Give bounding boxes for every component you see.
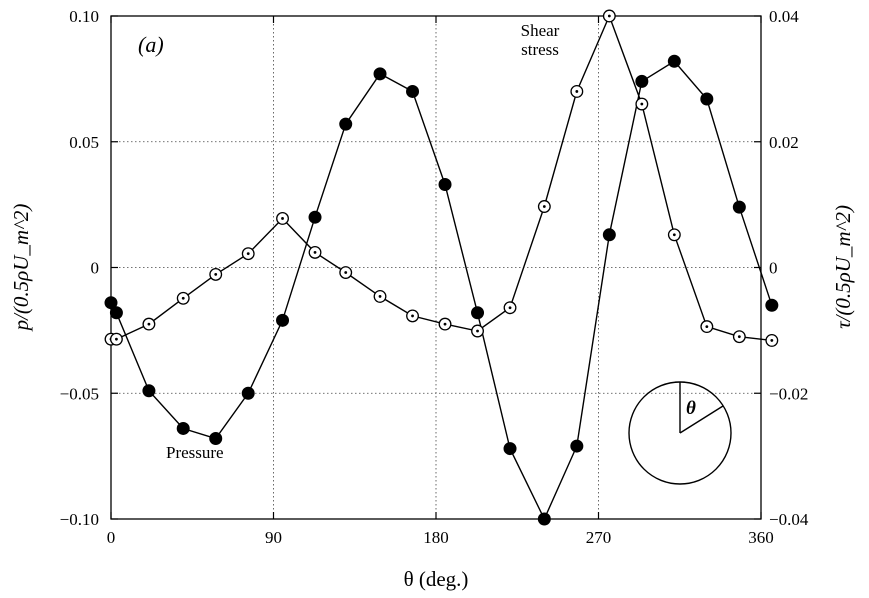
shear-point-center <box>181 296 185 300</box>
x-tick-label: 360 <box>748 528 774 547</box>
panel-label: (a) <box>138 32 164 57</box>
pressure-point <box>667 54 681 68</box>
pressure-point <box>176 421 190 435</box>
inset-angled-radius <box>679 405 724 434</box>
shear-point-center <box>378 295 382 298</box>
cylinder-inset: θ <box>628 381 732 485</box>
shear-point-center <box>344 271 348 274</box>
x-tick-label: 270 <box>586 528 612 547</box>
pressure-series-line <box>110 60 773 521</box>
pressure-point <box>503 442 517 456</box>
shear-point-center <box>640 102 644 106</box>
pressure-point <box>241 386 255 400</box>
shear-point-center <box>737 335 741 339</box>
pressure-point <box>209 432 223 446</box>
x-tick-label: 90 <box>265 528 282 547</box>
y-right-axis-label: τ/(0.5ρU_m^2) <box>831 205 855 329</box>
shear-point-center <box>443 322 447 326</box>
pressure-point <box>537 512 551 526</box>
y-left-tick-label: −0.10 <box>60 510 99 529</box>
pressure-point <box>471 306 485 320</box>
pressure-point <box>765 298 779 312</box>
series-layer <box>104 9 779 526</box>
shear-point-center <box>115 337 118 341</box>
y-right-tick-label: −0.02 <box>769 384 808 403</box>
pressure-point <box>308 210 322 224</box>
shear-point-center <box>575 90 579 93</box>
y-right-tick-label: 0.02 <box>769 133 799 152</box>
shear-point-center <box>214 273 218 276</box>
x-tick-label: 180 <box>423 528 449 547</box>
pressure-point <box>438 178 452 192</box>
pressure-point <box>142 384 156 398</box>
pressure-point <box>602 228 616 242</box>
shear-point-center <box>672 233 676 237</box>
shear-point-center <box>607 14 611 18</box>
shear-series-line <box>111 14 772 342</box>
shear-point-center <box>508 306 512 310</box>
shear-annotation-line2: stress <box>521 40 559 59</box>
y-right-tick-label: −0.04 <box>769 510 809 529</box>
shear-point-center <box>313 251 317 254</box>
shear-point-center <box>705 325 709 329</box>
shear-point-center <box>411 314 414 318</box>
shear-point-center <box>770 339 774 342</box>
pressure-point <box>635 74 649 88</box>
pressure-point <box>276 313 290 327</box>
shear-annotation-line1: Shear <box>521 21 560 40</box>
pressure-point <box>104 296 118 310</box>
shear-point-center <box>281 217 284 220</box>
pressure-point <box>373 67 387 81</box>
y-right-tick-label: 0.04 <box>769 7 799 26</box>
y-right-tick-label: 0 <box>769 259 778 278</box>
pressure-point <box>339 117 353 131</box>
x-tick-label: 0 <box>107 528 116 547</box>
y-left-axis-label: p/(0.5ρU_m^2) <box>9 204 33 333</box>
pressure-point <box>570 439 584 453</box>
y-left-tick-label: 0 <box>91 259 100 278</box>
shear-point-center <box>476 329 479 333</box>
pressure-point <box>732 200 746 214</box>
y-left-tick-label: 0.10 <box>69 7 99 26</box>
shear-point-center <box>542 205 546 208</box>
y-left-tick-label: 0.05 <box>69 133 99 152</box>
axis-ticks: 0 90 180 270 360 0.10 0.04 0.05 0.02 0 0 −0.05 −0.02… <box>60 7 809 547</box>
inset-theta-label: θ <box>686 398 696 419</box>
pressure-annotation: Pressure <box>166 443 224 462</box>
pressure-point <box>109 306 123 320</box>
pressure-point <box>700 92 714 106</box>
shear-point-center <box>246 252 250 256</box>
y-left-tick-label: −0.05 <box>60 384 99 403</box>
shear-point-center <box>147 322 151 326</box>
grid-lines <box>111 16 761 519</box>
x-axis-label: θ (deg.) <box>404 567 469 591</box>
pressure-point <box>406 84 420 98</box>
